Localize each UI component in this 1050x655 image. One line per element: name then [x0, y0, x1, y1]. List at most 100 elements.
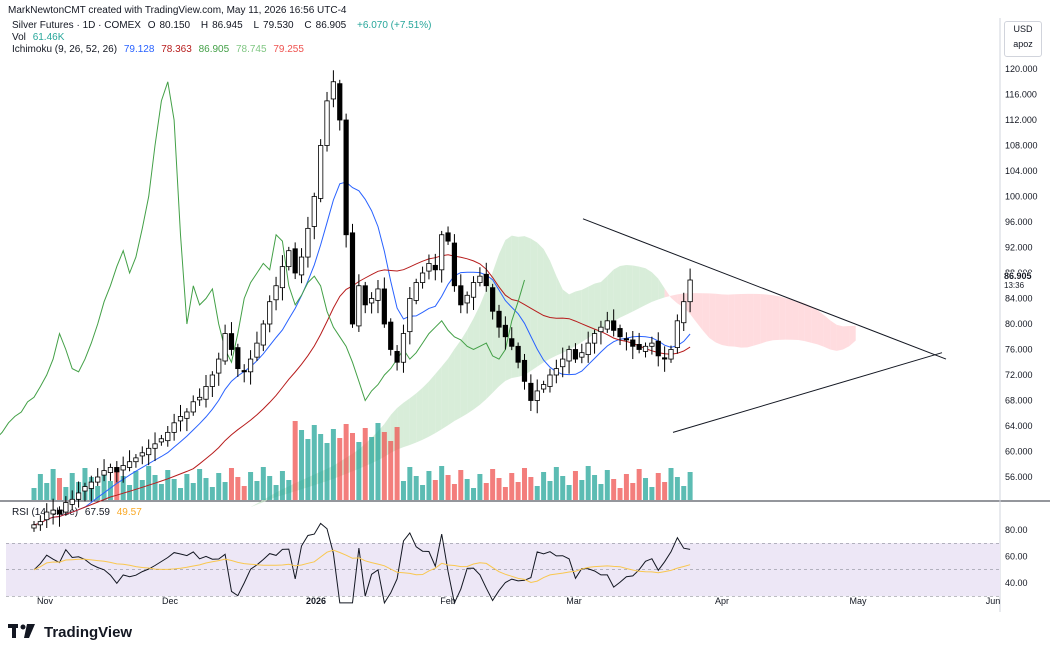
ichimoku-cloud-segment: [276, 489, 283, 498]
ichimoku-cloud-segment: [448, 349, 455, 426]
candle-body: [158, 438, 164, 443]
candle-body: [541, 384, 547, 390]
candle-body: [649, 342, 655, 347]
ichimoku-tenkan-value: 79.128: [123, 44, 155, 55]
price-tick-label: 72.000: [1005, 370, 1033, 380]
ichimoku-cloud-segment: [454, 340, 461, 421]
volume-bar: [31, 488, 37, 500]
rsi-legend[interactable]: RSI (14, close) 67.59 49.57: [12, 507, 146, 518]
ichimoku-cloud-segment: [390, 407, 398, 453]
price-tick-label: 96.000: [1005, 217, 1033, 227]
volume-bar: [190, 483, 196, 500]
symbol-name[interactable]: Silver Futures · 1D · COMEX: [12, 20, 141, 31]
ichimoku-cloud-segment: [320, 468, 328, 484]
ichimoku-cloud-segment: [683, 293, 691, 314]
price-tick-label: 100.000: [1005, 192, 1038, 202]
rsi-tick-label: 60.00: [1005, 552, 1028, 562]
candle-body: [477, 275, 483, 283]
ichimoku-cloud-segment: [772, 295, 780, 341]
candle-body: [177, 416, 184, 422]
candle-body: [687, 279, 693, 303]
candle-body: [611, 320, 617, 331]
volume-bar: [228, 468, 234, 500]
tradingview-logo[interactable]: TradingView: [8, 624, 132, 641]
candle-body: [279, 266, 286, 289]
volume-bar: [643, 478, 649, 500]
candle-body: [668, 349, 674, 360]
candle-body: [369, 298, 375, 304]
volume-bar: [305, 439, 311, 500]
volume-bar: [426, 471, 432, 500]
volume-bar: [464, 479, 470, 500]
volume-bar: [133, 471, 139, 500]
ichimoku-cloud-segment: [728, 294, 735, 347]
volume-bar: [343, 424, 349, 500]
candle-body: [553, 368, 559, 376]
volume-bar: [483, 483, 489, 500]
volume-bar: [400, 481, 406, 500]
candle-body: [636, 343, 642, 350]
high-label: H: [200, 20, 209, 31]
candle-body: [630, 339, 636, 347]
ichimoku-cloud-segment: [511, 235, 519, 378]
candle-body: [139, 452, 145, 457]
candle-body: [483, 273, 489, 287]
candle-body: [318, 145, 324, 199]
candle-body: [165, 431, 171, 442]
volume-bar: [158, 484, 164, 500]
rsi-band: [6, 543, 1000, 597]
candle-body: [337, 83, 343, 121]
open-label: O: [147, 20, 156, 31]
ichimoku-cloud-segment: [212, 517, 219, 520]
ichimoku-cloud-segment: [645, 268, 652, 305]
ichimoku-cloud-segment: [384, 414, 391, 457]
candle-body: [464, 294, 470, 304]
volume-bar: [235, 477, 241, 500]
trendline-upper: [582, 218, 947, 360]
volume-bar: [623, 474, 629, 500]
volume-bar: [477, 474, 483, 500]
candle-body: [82, 486, 88, 492]
time-tick-label: 2026: [306, 596, 326, 606]
volume-bar: [375, 423, 381, 500]
tradingview-mark-icon: [8, 624, 38, 641]
time-tick-label: Jun: [986, 596, 1001, 606]
ichimoku-cloud-segment: [467, 318, 474, 414]
volume-bar: [451, 484, 457, 500]
candle-body: [381, 288, 387, 325]
tradingview-wordmark: TradingView: [44, 624, 133, 641]
ichimoku-cloud-segment: [588, 283, 595, 339]
volume-bar: [318, 434, 324, 500]
candle-body: [496, 310, 502, 328]
price-tick-label: 56.000: [1005, 472, 1033, 482]
ichimoku-cloud-segment: [811, 306, 818, 345]
volume-bar: [674, 477, 680, 500]
ichimoku-cloud-segment: [225, 514, 232, 517]
rsi-tick-label: 80.00: [1005, 525, 1028, 535]
volume-bar: [273, 485, 279, 500]
ichimoku-cloud-segment: [709, 293, 716, 343]
ichimoku-cloud-segment: [658, 278, 665, 300]
rsi-label: RSI (14, close): [12, 507, 79, 518]
ichimoku-legend[interactable]: Ichimoku (9, 26, 52, 26) 79.128 78.363 8…: [12, 44, 308, 55]
candle-body: [604, 320, 610, 330]
volume-legend[interactable]: Vol 61.46K: [12, 32, 68, 43]
high-value: 86.945: [212, 20, 243, 31]
volume-bar: [216, 473, 222, 500]
candle-body: [579, 352, 585, 358]
ichimoku-cloud-segment: [486, 272, 493, 400]
candle-body: [235, 347, 241, 370]
candle-body: [655, 340, 661, 357]
ichimoku-cloud-segment: [301, 477, 308, 490]
volume-bar: [152, 475, 158, 500]
volume-bar: [655, 473, 661, 500]
ichimoku-cloud-segment: [830, 320, 837, 351]
candle-body: [566, 349, 572, 362]
ichimoku-cloud-segment: [766, 294, 773, 342]
vol-value: 61.46K: [32, 32, 65, 43]
rsi-line: [33, 522, 691, 605]
candle-body: [75, 492, 82, 500]
currency-selector[interactable]: USD apoz: [1004, 21, 1042, 57]
price-tick-label: 112.000: [1005, 115, 1037, 125]
ichimoku-cloud-segment: [244, 507, 251, 510]
